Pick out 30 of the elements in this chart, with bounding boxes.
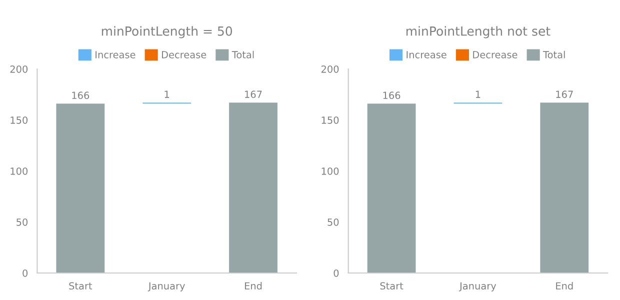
chart-title: minPointLength = 50 <box>102 26 232 38</box>
legend-label: Total <box>232 50 254 58</box>
legend-label: Total <box>543 50 565 58</box>
legend-label: Increase <box>96 51 136 58</box>
data-label: 166 <box>72 92 90 100</box>
data-label: 166 <box>383 92 400 100</box>
data-label: 167 <box>245 90 262 98</box>
x-tick-label: Start <box>69 282 92 290</box>
y-tick-label: 0 <box>334 269 339 277</box>
y-tick-label: 0 <box>22 269 28 277</box>
x-tick-label: January <box>459 282 496 292</box>
legend-label: Increase <box>406 51 446 58</box>
chart-title: minPointLength not set <box>406 26 550 38</box>
y-tick-label: 100 <box>10 167 28 175</box>
x-tick-label: End <box>244 282 262 290</box>
y-tick-label: 200 <box>321 65 339 73</box>
legend-label: Decrease <box>162 51 206 58</box>
data-label: 1 <box>476 90 480 98</box>
x-tick-label: End <box>556 282 573 290</box>
y-tick-label: 100 <box>322 167 339 175</box>
y-tick-label: 50 <box>16 218 28 226</box>
x-tick-label: Start <box>380 282 404 290</box>
y-tick-label: 50 <box>328 218 339 226</box>
y-tick-label: 150 <box>322 116 339 124</box>
data-label: 1 <box>164 90 170 98</box>
y-tick-label: 150 <box>10 116 28 124</box>
legend-label: Decrease <box>473 51 518 58</box>
y-tick-label: 200 <box>10 65 28 73</box>
x-tick-label: January <box>148 282 185 292</box>
data-label: 167 <box>556 90 573 98</box>
